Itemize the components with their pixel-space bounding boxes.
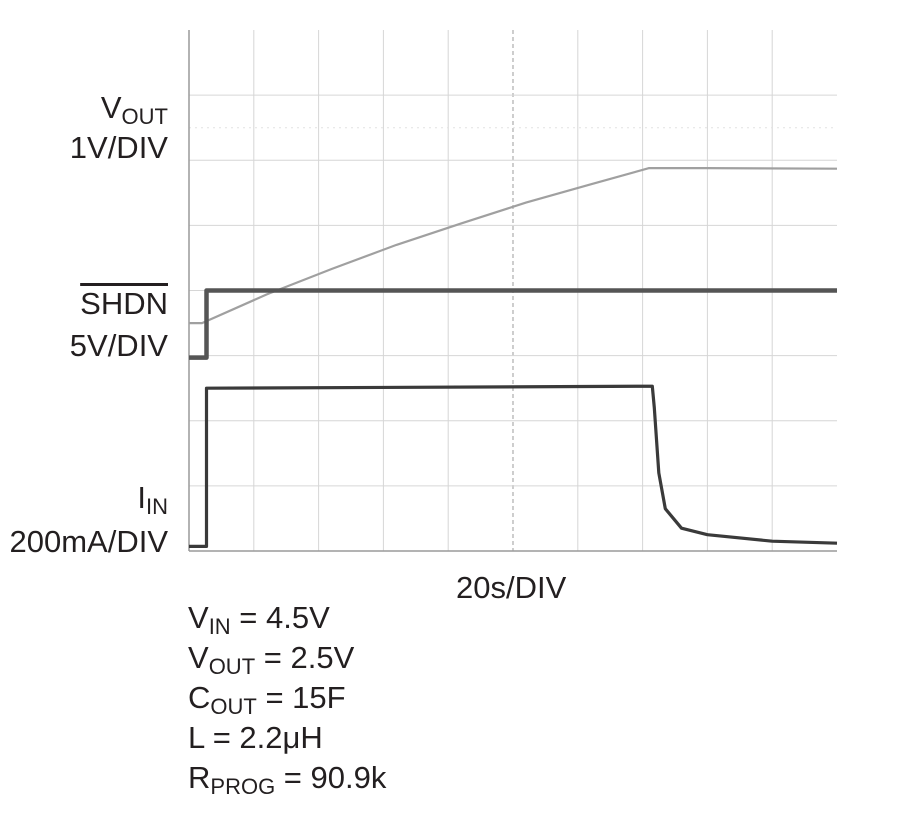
condition-line: COUT = 15F	[188, 680, 346, 719]
shdn-label: SHDN	[80, 286, 168, 321]
condition-line: VOUT = 2.5V	[188, 640, 355, 679]
condition-line: L = 2.2μH	[188, 720, 323, 755]
time-axis-label: 20s/DIV	[456, 570, 567, 605]
shdn-scale: 5V/DIV	[69, 328, 168, 363]
vout-label: VOUT	[100, 90, 168, 129]
vout-scale: 1V/DIV	[69, 130, 168, 165]
iin-label: IIN	[137, 480, 168, 519]
condition-line: RPROG = 90.9k	[188, 760, 387, 799]
iin-scale: 200mA/DIV	[9, 524, 168, 559]
trace-shdn	[189, 288, 837, 360]
trace-vout	[189, 167, 838, 325]
traces	[189, 167, 838, 549]
condition-line: VIN = 4.5V	[188, 600, 330, 639]
trace-iin	[189, 384, 838, 549]
